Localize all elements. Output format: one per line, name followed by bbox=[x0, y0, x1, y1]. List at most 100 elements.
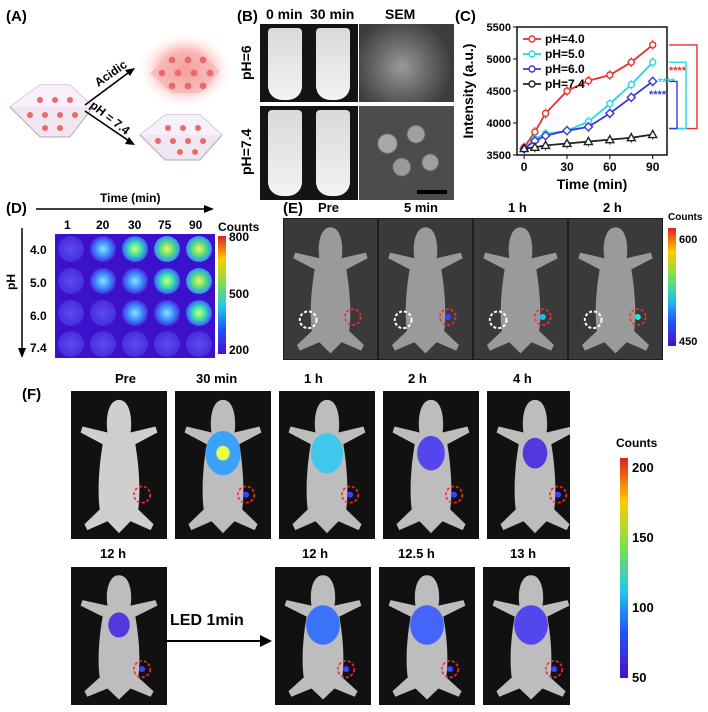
data-point bbox=[584, 77, 593, 85]
data-point bbox=[606, 100, 614, 108]
significance-bracket bbox=[669, 80, 678, 130]
x-axis-label: Time (min) bbox=[557, 176, 628, 192]
f-bot-125h: 12.5 h bbox=[398, 546, 435, 561]
f-cb-50: 50 bbox=[632, 670, 647, 685]
led-label: LED 1min bbox=[170, 612, 244, 629]
e-colorbar-title: Counts bbox=[668, 212, 703, 223]
y-tick-label: 4500 bbox=[487, 86, 511, 98]
d-cb-800: 800 bbox=[229, 230, 250, 244]
f-top-1h: 1 h bbox=[304, 371, 323, 386]
mouse-silhouette bbox=[483, 227, 558, 354]
tumor-site-circle bbox=[445, 485, 464, 504]
significance-stars: **** bbox=[649, 89, 667, 101]
mouse-silhouette bbox=[80, 399, 158, 534]
fluorescence-signal bbox=[108, 612, 130, 638]
data-point bbox=[541, 109, 550, 118]
y-tick-label: 3500 bbox=[487, 150, 511, 162]
tumor-site-circle bbox=[133, 485, 152, 504]
tumor-signal-dot bbox=[451, 491, 458, 498]
tumor-signal-dot bbox=[551, 666, 558, 673]
f-bot-13h: 13 h bbox=[510, 546, 537, 561]
tumor-site-circle bbox=[545, 660, 564, 679]
d-ph-50: 5.0 bbox=[30, 276, 47, 290]
d-time-1: 1 bbox=[64, 218, 71, 232]
tumor-site-circle bbox=[237, 485, 256, 504]
mouse-silhouette bbox=[578, 227, 653, 354]
fluorescence-signal bbox=[417, 435, 445, 471]
d-time-title: Time (min) bbox=[100, 191, 161, 205]
d-colorbar bbox=[218, 236, 226, 354]
data-point bbox=[626, 92, 637, 103]
x-tick-label: 0 bbox=[521, 160, 528, 174]
data-point bbox=[583, 136, 594, 146]
f-bot-12h: 12 h bbox=[100, 546, 127, 561]
data-point bbox=[604, 108, 615, 119]
f-top-row bbox=[70, 390, 583, 540]
data-point bbox=[627, 80, 635, 89]
e-cb-450: 450 bbox=[679, 336, 698, 348]
d-time-75: 75 bbox=[158, 218, 172, 232]
data-point bbox=[561, 138, 573, 148]
panel-a-label: (A) bbox=[6, 8, 27, 25]
b-row-ph6: pH=6 bbox=[238, 45, 254, 80]
legend-label: pH=6.0 bbox=[545, 62, 585, 76]
e-colorbar bbox=[668, 228, 676, 346]
well-grid bbox=[58, 236, 212, 357]
d-ph-title: pH bbox=[4, 274, 18, 290]
d-time-90: 90 bbox=[189, 218, 203, 232]
legend-label: pH=5.0 bbox=[545, 47, 585, 61]
tumor-site-circle bbox=[441, 660, 460, 679]
f-cb-200: 200 bbox=[632, 460, 654, 475]
mouse-silhouette bbox=[293, 227, 368, 354]
e-mouse-images bbox=[283, 218, 663, 360]
b-header-0min: 0 min bbox=[266, 6, 303, 22]
data-point bbox=[626, 132, 637, 142]
tumor-signal-dot bbox=[634, 314, 641, 320]
mof-crystal-left bbox=[9, 84, 94, 138]
scale-bar bbox=[417, 190, 447, 194]
d-ph-40: 4.0 bbox=[30, 243, 47, 257]
tumor-signal-dot bbox=[555, 491, 562, 498]
f-top-30min: 30 min bbox=[196, 371, 238, 386]
tumor-site-circle bbox=[344, 308, 362, 326]
control-site-circle bbox=[393, 310, 413, 330]
mof-crystal-right bbox=[139, 114, 223, 161]
tumor-signal-dot bbox=[139, 666, 146, 673]
tumor-signal-dot bbox=[447, 666, 454, 673]
data-point bbox=[627, 58, 635, 66]
led-arrow bbox=[164, 635, 272, 647]
x-tick-label: 60 bbox=[603, 160, 617, 174]
tumor-signal-dot bbox=[444, 314, 451, 320]
y-axis-label: Intensity (a.u.) bbox=[460, 44, 476, 139]
arrow-neutral bbox=[84, 110, 135, 145]
legend-marker bbox=[528, 65, 536, 73]
data-point bbox=[604, 134, 616, 144]
tumor-site-circle bbox=[439, 308, 457, 326]
significance-stars: **** bbox=[669, 65, 687, 77]
data-point bbox=[647, 129, 658, 139]
f-top-4h: 4 h bbox=[513, 371, 532, 386]
panel-a-schematic bbox=[9, 32, 233, 161]
legend-marker bbox=[528, 80, 536, 88]
sem-image-ph6 bbox=[359, 24, 454, 102]
fluorescence-hotspot bbox=[216, 445, 230, 461]
tumor-signal-dot bbox=[243, 491, 250, 498]
f-top-pre: Pre bbox=[115, 371, 136, 386]
f-colorbar-title: Counts bbox=[616, 436, 658, 450]
e-time-pre: Pre bbox=[318, 200, 339, 215]
data-point bbox=[540, 139, 551, 150]
e-time-2h: 2 h bbox=[603, 200, 622, 215]
f-top-2h: 2 h bbox=[408, 371, 427, 386]
x-tick-label: 30 bbox=[560, 160, 574, 174]
sem-image-ph74 bbox=[359, 106, 454, 200]
data-point bbox=[518, 143, 530, 153]
intensity-line-chart: 0 30 60 90 3500 4000 4500 5000 5500 Time (min) Int… bbox=[460, 22, 698, 192]
fluorescence-signal bbox=[522, 437, 548, 469]
b-row-ph74: pH=7.4 bbox=[238, 128, 254, 175]
tumor-site-circle bbox=[341, 485, 360, 504]
data-point bbox=[562, 125, 572, 136]
b-header-30min: 30 min bbox=[310, 6, 355, 22]
d-time-20: 20 bbox=[96, 218, 110, 232]
legend-marker bbox=[528, 50, 536, 58]
well-plate-image bbox=[55, 234, 215, 358]
